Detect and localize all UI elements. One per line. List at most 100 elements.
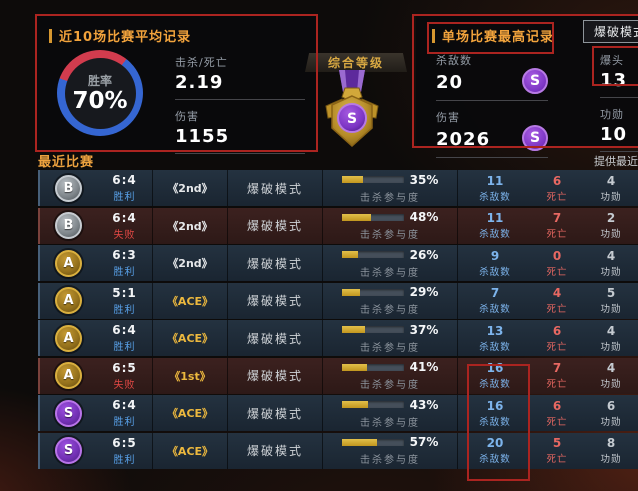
rank-label: 《ACE》 [166,332,214,345]
merit-label: 功勋 [600,229,622,240]
grade-badge-icon: A [55,324,82,352]
match-result: 胜利 [113,454,136,466]
participation-bar [341,251,404,258]
grade-badge-cell: A [40,320,97,356]
match-row[interactable]: A 6:3 胜利 《2nd》 爆破模式 26% 击杀参与度 9 杀敌数 [38,245,638,281]
match-result: 失败 [113,229,136,241]
match-score: 6:4 [112,398,137,412]
mode-label: 爆破模式 [246,256,303,271]
deaths-cell: 0 死亡 [532,245,582,281]
grade-letter: A [63,368,74,383]
kills-value: 11 [486,173,504,188]
grade-s-coin-icon: S [522,125,548,151]
deaths-label: 死亡 [546,454,568,465]
grade-badge-icon: A [55,362,82,389]
overall-grade-label: 综合等级 [327,56,384,70]
match-result: 胜利 [113,417,136,428]
best-headshot-label: 爆头 [600,54,624,67]
match-result: 胜利 [113,342,136,353]
match-row[interactable]: S 6:5 胜利 《ACE》 爆破模式 57% 击杀参与度 20 杀敌数 [38,432,638,469]
match-result: 失败 [113,379,136,391]
mode-filter-button[interactable]: 爆破模式 [583,20,638,43]
participation-percent: 41% [409,360,439,374]
participation-bar [341,363,404,371]
match-score: 6:5 [112,360,137,375]
win-rate-gauge: 胜率 70% [57,50,143,136]
merit-label: 功勋 [600,304,622,315]
merit-value: 5 [606,286,616,300]
score-cell: 6:3 胜利 [97,245,152,281]
score-cell: 6:5 失败 [97,358,152,394]
rank-cell: 《1st》 [152,357,227,394]
grade-letter: A [63,255,74,271]
best-kills-label: 杀敌数 [436,54,472,67]
match-row[interactable]: A 6:4 胜利 《ACE》 爆破模式 37% 击杀参与度 13 杀敌数 [38,320,638,356]
best-damage-stat: 伤害 2026 S [436,109,548,158]
mode-cell: 爆破模式 [227,320,322,356]
match-table: B 6:4 胜利 《2nd》 爆破模式 35% 击杀参与度 11 杀敌数 [38,170,638,470]
merit-value: 8 [606,436,616,450]
title-bar-decoration [432,28,435,43]
deaths-label: 死亡 [546,266,568,278]
kills-label: 杀敌数 [479,454,511,465]
match-row[interactable]: S 6:4 胜利 《ACE》 爆破模式 43% 击杀参与度 16 杀敌数 [38,395,638,431]
kills-label: 杀敌数 [479,191,511,203]
participation-cell: 57% 击杀参与度 [322,432,457,469]
participation-cell: 41% 击杀参与度 [322,357,457,394]
match-row[interactable]: B 6:4 失败 《2nd》 爆破模式 48% 击杀参与度 11 杀敌数 [38,207,638,244]
best-damage-value: 2026 [436,128,491,150]
rank-cell: 《ACE》 [152,282,227,319]
kills-cell: 13 杀敌数 [457,320,532,356]
recent-matches-title: 最近比赛 [38,155,95,170]
rank-cell: 《2nd》 [152,245,227,281]
rank-cell: 《ACE》 [152,395,227,431]
participation-bar [341,401,404,408]
merit-cell: 4 功勋 [582,320,638,356]
merit-cell: 5 功勋 [582,283,638,319]
participation-cell: 26% 击杀参与度 [322,245,457,281]
merit-cell: 8 功勋 [582,433,638,469]
participation-percent: 29% [409,285,439,299]
grade-letter: A [63,293,74,308]
deaths-cell: 6 死亡 [532,170,582,206]
rank-label: 《1st》 [169,369,211,383]
rank-label: 《ACE》 [166,294,214,308]
deaths-value: 6 [552,398,562,413]
merit-cell: 4 功勋 [582,170,638,206]
deaths-label: 死亡 [546,416,568,428]
rank-label: 《ACE》 [166,444,214,458]
kd-value: 2.19 [175,72,224,93]
deaths-value: 6 [552,173,562,188]
mode-label: 爆破模式 [246,219,303,233]
kills-cell: 20 杀敌数 [457,432,532,469]
recent-matches-note: 提供最近 [594,155,638,168]
grade-badge-cell: A [40,283,97,319]
participation-bar [341,213,404,221]
average-panel-title-text: 近10场比赛平均记录 [59,30,192,45]
grade-badge-icon: B [55,212,82,239]
grade-badge-icon: S [55,399,82,427]
kills-label: 杀敌数 [479,266,511,278]
merit-value: 4 [606,323,616,338]
participation-percent: 26% [409,247,439,262]
match-row[interactable]: A 6:5 失败 《1st》 爆破模式 41% 击杀参与度 16 杀敌数 [38,357,638,394]
deaths-value: 5 [552,436,562,450]
participation-bar [341,176,404,183]
best-stats-right: 爆头 13 功勋 10 [600,52,638,160]
participation-percent: 43% [409,397,439,412]
mode-cell: 爆破模式 [227,282,322,319]
score-cell: 6:4 失败 [97,208,152,244]
score-cell: 5:1 胜利 [97,283,152,319]
participation-bar-fill [341,213,372,221]
title-bar-decoration [49,28,52,43]
participation-bar-fill [341,438,377,446]
best-headshot-value: 13 [600,70,628,91]
match-row[interactable]: B 6:4 胜利 《2nd》 爆破模式 35% 击杀参与度 11 杀敌数 [38,170,638,206]
deaths-cell: 6 死亡 [532,395,582,431]
match-row[interactable]: A 5:1 胜利 《ACE》 爆破模式 29% 击杀参与度 7 杀敌数 [38,282,638,319]
deaths-label: 死亡 [546,304,568,315]
match-score: 6:4 [112,210,137,225]
rank-cell: 《ACE》 [152,320,227,356]
best-merit-label: 功勋 [600,108,624,121]
